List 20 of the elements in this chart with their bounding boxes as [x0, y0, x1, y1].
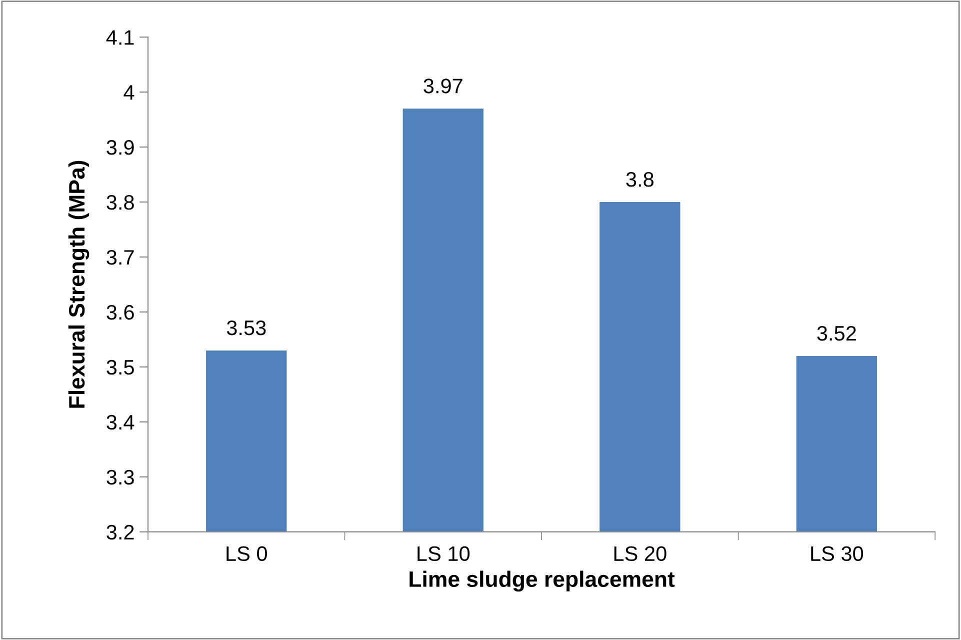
- x-tick-label: LS 20: [614, 546, 666, 562]
- x-tick-label: LS 0: [226, 546, 267, 562]
- y-tick-label: 3.9: [106, 140, 134, 155]
- y-axis-title: Flexural Strength (MPa): [68, 160, 90, 408]
- y-tick-label: 3.8: [106, 195, 134, 210]
- x-tick-label: LS 30: [811, 546, 864, 562]
- y-tick-label: 3.2: [106, 524, 134, 540]
- data-label: 3.8: [626, 172, 654, 187]
- data-label: 3.53: [226, 320, 266, 336]
- x-tick-label: LS 10: [418, 546, 470, 562]
- y-tick-label: 3.3: [106, 470, 134, 485]
- y-tick-label: 3.4: [106, 414, 134, 430]
- y-tick-label: 3.5: [106, 360, 134, 375]
- y-tick-label: 4.1: [106, 30, 134, 45]
- y-tick-label: 3.7: [106, 250, 134, 265]
- y-tick-label: 4: [124, 85, 134, 100]
- x-axis-title: Lime sludge replacement: [410, 570, 675, 592]
- y-tick-label: 3.6: [106, 304, 134, 320]
- data-label: 3.97: [424, 78, 462, 94]
- data-label: 3.52: [817, 326, 856, 341]
